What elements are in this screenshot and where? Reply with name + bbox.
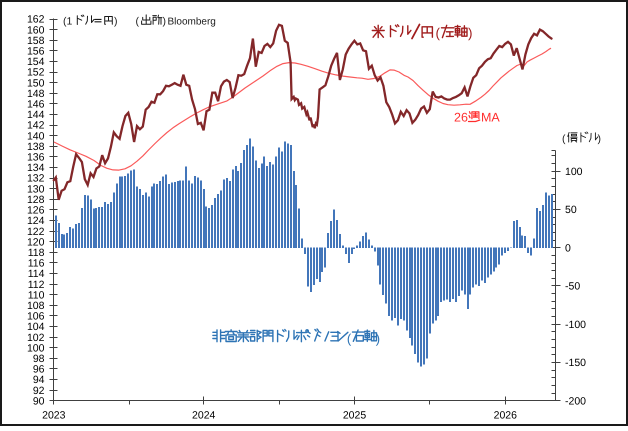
- svg-text:144: 144: [27, 109, 45, 121]
- svg-text:(: (: [347, 331, 352, 346]
- svg-text:116: 116: [28, 258, 45, 270]
- svg-text:-200: -200: [565, 395, 586, 407]
- svg-text:-100: -100: [565, 319, 586, 331]
- svg-text:100: 100: [565, 166, 583, 178]
- svg-text:MA: MA: [481, 111, 500, 125]
- svg-text:2023: 2023: [42, 410, 66, 422]
- svg-text:112: 112: [28, 279, 45, 291]
- svg-text:(1: (1: [63, 16, 72, 28]
- svg-text:148: 148: [27, 88, 45, 100]
- svg-text:): ): [163, 16, 167, 28]
- svg-text:128: 128: [27, 194, 45, 206]
- svg-text:(: (: [562, 133, 566, 145]
- svg-text:): ): [376, 331, 380, 346]
- svg-text:134: 134: [27, 162, 45, 174]
- svg-text:): ): [114, 16, 118, 28]
- svg-text:104: 104: [27, 321, 45, 333]
- svg-text:90: 90: [33, 395, 45, 407]
- svg-text:): ): [468, 26, 473, 41]
- svg-text:108: 108: [27, 300, 45, 312]
- svg-text:94: 94: [33, 374, 45, 386]
- svg-text:154: 154: [27, 56, 45, 68]
- svg-text:146: 146: [27, 99, 45, 111]
- svg-text:160: 160: [27, 24, 45, 36]
- svg-text:124: 124: [27, 215, 45, 227]
- svg-text:118: 118: [28, 247, 45, 259]
- svg-text:138: 138: [27, 141, 45, 153]
- svg-text:110: 110: [28, 289, 45, 301]
- svg-text:-50: -50: [565, 281, 580, 293]
- svg-text:140: 140: [27, 130, 45, 142]
- svg-text:120: 120: [27, 236, 45, 248]
- svg-text:26: 26: [454, 111, 468, 125]
- svg-text:2024: 2024: [192, 410, 216, 422]
- svg-text:132: 132: [27, 173, 45, 185]
- svg-text:102: 102: [27, 332, 45, 344]
- svg-text:122: 122: [27, 226, 45, 238]
- svg-text:152: 152: [27, 67, 45, 79]
- svg-text:Bloomberg: Bloomberg: [168, 17, 216, 28]
- svg-text:100: 100: [27, 342, 45, 354]
- svg-text:2026: 2026: [494, 410, 518, 422]
- svg-text:98: 98: [33, 353, 45, 365]
- svg-text:150: 150: [27, 77, 45, 89]
- svg-text:130: 130: [27, 183, 45, 195]
- svg-text:50: 50: [565, 204, 577, 216]
- svg-text:92: 92: [33, 385, 45, 397]
- svg-text:): ): [598, 133, 602, 145]
- svg-text:162: 162: [27, 14, 45, 26]
- svg-text:(: (: [436, 26, 441, 41]
- svg-text:-150: -150: [565, 357, 586, 369]
- svg-text:96: 96: [33, 364, 45, 376]
- svg-text:114: 114: [28, 268, 45, 280]
- svg-text:158: 158: [27, 35, 45, 47]
- svg-text:156: 156: [27, 46, 45, 58]
- svg-text:2025: 2025: [343, 410, 367, 422]
- svg-text:142: 142: [27, 120, 45, 132]
- svg-text:126: 126: [27, 205, 45, 217]
- svg-text:0: 0: [565, 242, 571, 254]
- svg-text:(: (: [136, 16, 140, 28]
- svg-text:136: 136: [27, 152, 45, 164]
- svg-text:106: 106: [27, 311, 45, 323]
